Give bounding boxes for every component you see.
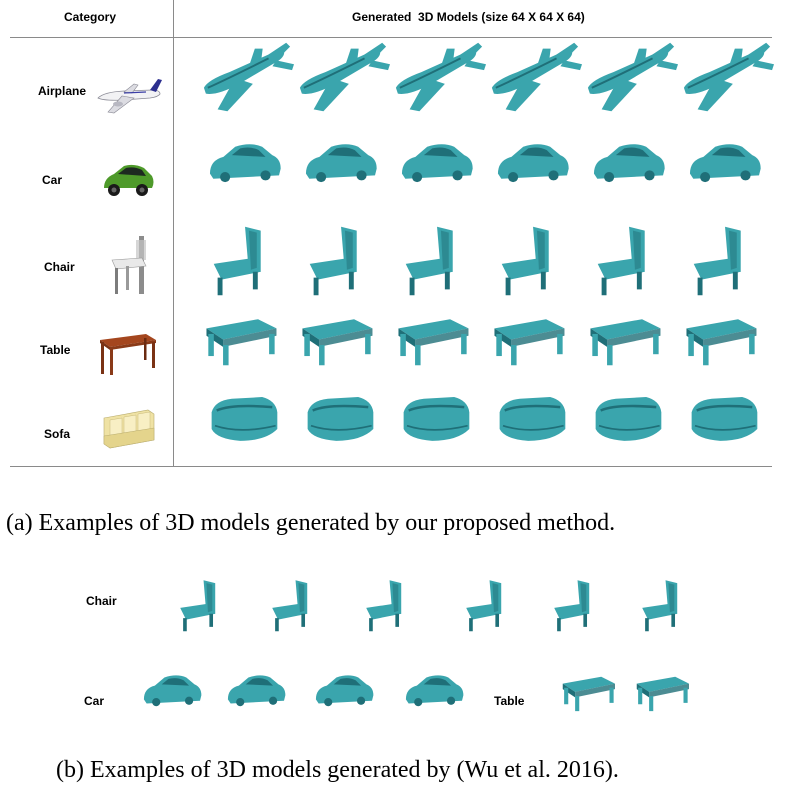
voxel-table-sample-1 bbox=[206, 319, 277, 366]
baseline-chair-sample-3 bbox=[366, 580, 402, 632]
panel-a-bottom-rule bbox=[10, 466, 772, 467]
voxel-sofa-sample-5 bbox=[595, 397, 662, 441]
voxel-table-sample-6 bbox=[686, 319, 757, 366]
voxel-chair-sample-2 bbox=[309, 226, 357, 296]
voxel-chair-sample-6 bbox=[693, 226, 741, 296]
voxel-airplane-sample-6 bbox=[683, 42, 774, 112]
baseline-table-sample-1 bbox=[562, 676, 615, 712]
voxel-table-sample-3 bbox=[398, 319, 469, 366]
panel-b-label-chair: Chair bbox=[86, 594, 117, 608]
panel-b-label-car: Car bbox=[84, 694, 105, 708]
table-render-icon bbox=[100, 334, 156, 375]
row-label-table: Table bbox=[40, 343, 71, 357]
voxel-car-sample-6 bbox=[689, 144, 761, 183]
voxel-sofa-sample-3 bbox=[403, 397, 470, 441]
caption-b: (b) Examples of 3D models generated by (… bbox=[56, 757, 619, 783]
baseline-chair-sample-2 bbox=[272, 580, 308, 632]
generated-models-header: Generated 3D Models (size 64 X 64 X 64) bbox=[352, 10, 585, 24]
voxel-airplane-sample-5 bbox=[587, 42, 678, 112]
voxel-table-sample-5 bbox=[590, 319, 661, 366]
voxel-car-sample-5 bbox=[593, 144, 665, 183]
row-label-sofa: Sofa bbox=[44, 427, 71, 441]
voxel-sofa-sample-2 bbox=[307, 397, 374, 441]
car-render-icon bbox=[104, 164, 154, 196]
voxel-sofa-sample-1 bbox=[211, 397, 278, 441]
voxel-chair-sample-4 bbox=[501, 226, 549, 296]
chair-render-icon bbox=[111, 236, 147, 294]
baseline-chair-sample-6 bbox=[642, 580, 678, 632]
voxel-airplane-sample-2 bbox=[299, 42, 390, 112]
row-label-airplane: Airplane bbox=[38, 84, 87, 98]
airplane-render-icon bbox=[97, 79, 162, 114]
panel-a-top-rule bbox=[10, 37, 772, 38]
baseline-chair-sample-5 bbox=[554, 580, 590, 632]
voxel-sofa-sample-6 bbox=[691, 397, 758, 441]
voxel-car-sample-2 bbox=[305, 144, 377, 183]
row-label-car: Car bbox=[42, 173, 63, 187]
voxel-car-sample-3 bbox=[401, 144, 473, 183]
baseline-car-sample-4 bbox=[405, 675, 464, 707]
voxel-sofa-sample-4 bbox=[499, 397, 566, 441]
baseline-car-sample-1 bbox=[143, 675, 202, 707]
voxel-airplane-sample-1 bbox=[203, 42, 294, 112]
voxel-airplane-sample-3 bbox=[395, 42, 486, 112]
caption-a: (a) Examples of 3D models generated by o… bbox=[6, 510, 616, 536]
voxel-table-sample-4 bbox=[494, 319, 565, 366]
voxel-chair-sample-1 bbox=[213, 226, 261, 296]
voxel-car-sample-4 bbox=[497, 144, 569, 183]
voxel-table-sample-2 bbox=[302, 319, 373, 366]
row-label-chair: Chair bbox=[44, 260, 75, 274]
voxel-chair-sample-3 bbox=[405, 226, 453, 296]
baseline-car-sample-3 bbox=[315, 675, 374, 707]
voxel-chair-sample-5 bbox=[597, 226, 645, 296]
sofa-render-icon bbox=[103, 409, 155, 449]
voxel-car-sample-1 bbox=[209, 144, 281, 183]
baseline-car-sample-2 bbox=[227, 675, 286, 707]
baseline-chair-sample-4 bbox=[466, 580, 502, 632]
panel-a-column-divider bbox=[173, 0, 174, 466]
baseline-chair-sample-1 bbox=[180, 580, 216, 632]
panel-b-label-table: Table bbox=[494, 694, 525, 708]
voxel-airplane-sample-4 bbox=[491, 42, 582, 112]
category-header: Category bbox=[64, 10, 117, 24]
baseline-table-sample-2 bbox=[636, 676, 689, 712]
